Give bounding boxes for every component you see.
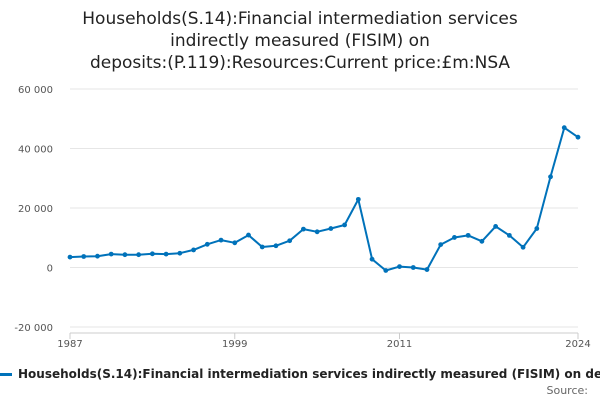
y-axis: -20 000 0 20 000 40 000 60 000: [14, 85, 53, 334]
series-line: [69, 126, 579, 272]
data-point[interactable]: [369, 256, 375, 262]
data-point[interactable]: [149, 251, 155, 257]
series-group: [67, 125, 581, 273]
data-point[interactable]: [273, 243, 279, 249]
data-point[interactable]: [575, 134, 581, 140]
data-point[interactable]: [301, 226, 306, 232]
legend: Households(S.14):Financial intermediatio…: [0, 367, 600, 383]
chart-title-line-2: indirectly measured (FISIM) on: [170, 31, 430, 51]
gridlines: [70, 88, 578, 328]
data-point[interactable]: [108, 251, 114, 257]
y-tick-label: 60 000: [18, 85, 53, 96]
data-point[interactable]: [506, 232, 512, 238]
data-point[interactable]: [246, 232, 251, 238]
data-point[interactable]: [342, 222, 347, 228]
y-tick-label: -20 000: [14, 323, 53, 334]
data-point[interactable]: [534, 226, 540, 231]
data-point[interactable]: [163, 251, 169, 257]
data-point[interactable]: [287, 238, 293, 244]
data-point[interactable]: [218, 237, 224, 243]
chart-title: Households(S.14):Financial intermediatio…: [0, 8, 600, 74]
data-point[interactable]: [191, 247, 196, 253]
data-point[interactable]: [383, 268, 389, 273]
data-point[interactable]: [479, 238, 485, 244]
data-point[interactable]: [67, 254, 73, 260]
data-point[interactable]: [95, 253, 100, 259]
data-point[interactable]: [465, 232, 471, 238]
data-point[interactable]: [355, 196, 361, 202]
legend-item[interactable]: Households(S.14):Financial intermediatio…: [0, 367, 600, 381]
chart-title-line-3: deposits:(P.119):Resources:Current price…: [89, 53, 511, 73]
x-tick-label: 1999: [222, 339, 247, 350]
data-point[interactable]: [520, 244, 526, 250]
data-point[interactable]: [561, 125, 567, 131]
x-tick-label: 1987: [57, 339, 82, 350]
data-point[interactable]: [452, 235, 457, 240]
data-point[interactable]: [328, 226, 334, 231]
y-tick-label: 0: [47, 264, 53, 275]
data-point[interactable]: [493, 224, 499, 229]
x-axis: 1987 1999 2011 2024: [57, 332, 591, 350]
data-point[interactable]: [259, 244, 265, 250]
legend-swatch: [0, 373, 12, 376]
data-point[interactable]: [122, 252, 128, 258]
data-point[interactable]: [548, 174, 553, 180]
data-point[interactable]: [81, 254, 87, 259]
x-tick-label: 2011: [387, 339, 412, 350]
data-point[interactable]: [136, 252, 142, 258]
data-point[interactable]: [397, 264, 402, 270]
data-point[interactable]: [410, 265, 416, 270]
y-tick-label: 20 000: [18, 204, 53, 215]
data-point[interactable]: [232, 240, 238, 246]
data-point[interactable]: [204, 241, 210, 247]
chart-title-line-1: Households(S.14):Financial intermediatio…: [82, 9, 518, 29]
y-tick-label: 40 000: [18, 145, 53, 156]
data-point[interactable]: [424, 267, 430, 272]
x-tick-label: 2024: [565, 339, 590, 350]
data-point[interactable]: [177, 250, 183, 256]
data-point[interactable]: [314, 229, 320, 235]
source-label: Source:: [546, 384, 589, 397]
legend-label: Households(S.14):Financial intermediatio…: [18, 367, 600, 381]
data-point[interactable]: [438, 242, 444, 247]
